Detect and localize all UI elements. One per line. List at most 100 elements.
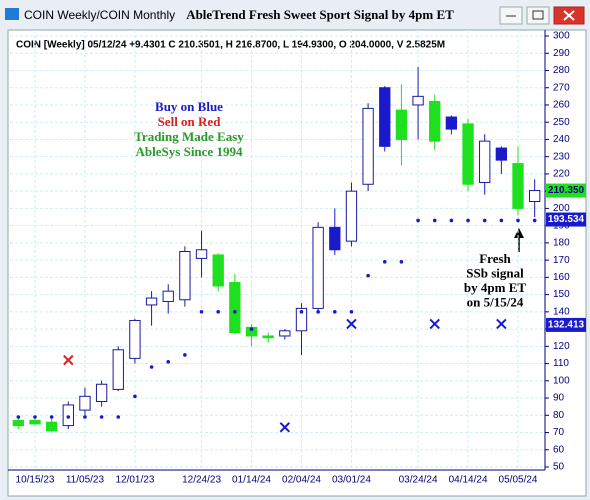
signal-note: on 5/15/24	[467, 294, 524, 309]
candle-body	[479, 140, 491, 184]
stop-dot	[499, 218, 504, 223]
candle-body	[162, 290, 174, 302]
stop-dot	[349, 310, 354, 314]
candle-body	[79, 395, 91, 411]
candle-body	[529, 190, 541, 203]
close-icon	[563, 10, 575, 21]
candle-body	[112, 349, 124, 390]
candle-body	[462, 123, 474, 185]
y-tick-label: 60	[553, 444, 565, 455]
stop-dot	[33, 415, 37, 419]
stop-dot	[16, 415, 21, 419]
buy-signal	[429, 318, 440, 330]
y-tick-label: 220	[553, 169, 570, 180]
y-tick-label: 160	[553, 272, 570, 283]
candle-body	[445, 116, 458, 130]
x-tick-label: 04/14/24	[449, 475, 488, 486]
stop-dot	[233, 310, 237, 314]
stop-dot	[166, 360, 171, 364]
x-tick-label: 12/01/23	[115, 475, 154, 486]
candle-body	[495, 147, 508, 161]
y-tick-label: 50	[553, 462, 565, 473]
stop-dot	[366, 273, 370, 278]
x-tick-label: 11/05/23	[66, 475, 105, 486]
window-buttons	[499, 6, 585, 25]
candle-body	[512, 163, 524, 209]
stop-dot	[332, 310, 337, 314]
plot	[12, 67, 541, 433]
chart-area	[7, 29, 587, 497]
stop-dot	[183, 353, 187, 357]
signal-note: SSb signal	[466, 265, 524, 280]
stop-dot	[83, 415, 87, 419]
y-tick-label: 240	[553, 134, 570, 145]
candle-body	[295, 307, 308, 332]
candle-body	[429, 101, 441, 142]
candle-body	[262, 335, 274, 339]
stop-dot	[532, 218, 537, 223]
stop-dot	[66, 415, 71, 419]
candle-body	[379, 87, 391, 147]
candle-body	[395, 109, 408, 140]
sell-signal	[63, 354, 74, 366]
y-tick-label: 290	[553, 48, 570, 59]
y-tick-label: 250	[553, 117, 570, 128]
y-tick-label: 270	[553, 82, 570, 93]
x-tick-label: 03/24/24	[399, 475, 438, 486]
stop-dot	[99, 415, 104, 419]
x-tick-label: 02/04/24	[282, 475, 321, 486]
candle-body	[179, 251, 191, 301]
grid	[10, 30, 545, 470]
stop-dot	[216, 310, 221, 314]
candle-body	[329, 226, 341, 251]
x-tick-label: 12/24/23	[182, 475, 221, 486]
candle-body	[312, 226, 324, 309]
note-arrowhead	[514, 228, 524, 238]
chart-title: AbleTrend Fresh Sweet Sport Signal by 4p…	[186, 7, 454, 22]
candle-body	[362, 107, 374, 185]
candle-body	[412, 95, 424, 106]
maximize-icon	[532, 10, 544, 20]
candle-body	[145, 297, 158, 306]
price-tag-label: 210.350	[548, 185, 585, 196]
y-tick-label: 180	[553, 238, 570, 249]
y-tick-label: 90	[553, 393, 565, 404]
x-tick-label: 10/15/23	[16, 475, 55, 486]
stop-dot	[432, 218, 437, 223]
info-line: COIN [Weekly] 05/12/24 +9.4301 C 210.350…	[16, 40, 445, 51]
stop-dot	[299, 310, 304, 314]
y-tick-label: 150	[553, 289, 570, 300]
signal-note: by 4pm ET	[464, 280, 526, 295]
signal-note: Fresh	[479, 251, 511, 266]
y-tick-label: 110	[553, 358, 569, 369]
stop-dot	[449, 218, 454, 223]
y-tick-label: 120	[553, 341, 570, 352]
stop-dot	[399, 260, 404, 264]
maximize-button[interactable]	[526, 6, 550, 25]
candle-body	[195, 249, 208, 259]
candle-body	[212, 254, 224, 287]
app-icon	[5, 8, 19, 20]
price-tag	[546, 212, 586, 227]
y-tick-label: 80	[553, 410, 565, 421]
candle-body	[345, 190, 358, 242]
annotation: Sell on Red	[158, 114, 222, 129]
x-tick-label: 01/14/24	[232, 475, 271, 486]
annotation: AbleSys Since 1994	[136, 144, 243, 159]
stop-dot	[133, 394, 137, 399]
stop-dot	[516, 218, 520, 223]
y-tick-label: 170	[553, 255, 570, 266]
y-tick-label: 140	[553, 306, 570, 317]
candle-body	[12, 419, 24, 427]
stop-dot	[316, 310, 320, 314]
stop-dot	[482, 218, 487, 223]
price-tag-label: 132.413	[548, 320, 585, 331]
stop-dot	[199, 310, 204, 314]
candle-body	[45, 421, 58, 432]
title-bar	[0, 0, 590, 30]
price-tag	[546, 317, 586, 332]
stop-dot	[466, 218, 470, 223]
buy-signal	[279, 422, 291, 433]
y-tick-label: 200	[553, 203, 570, 214]
